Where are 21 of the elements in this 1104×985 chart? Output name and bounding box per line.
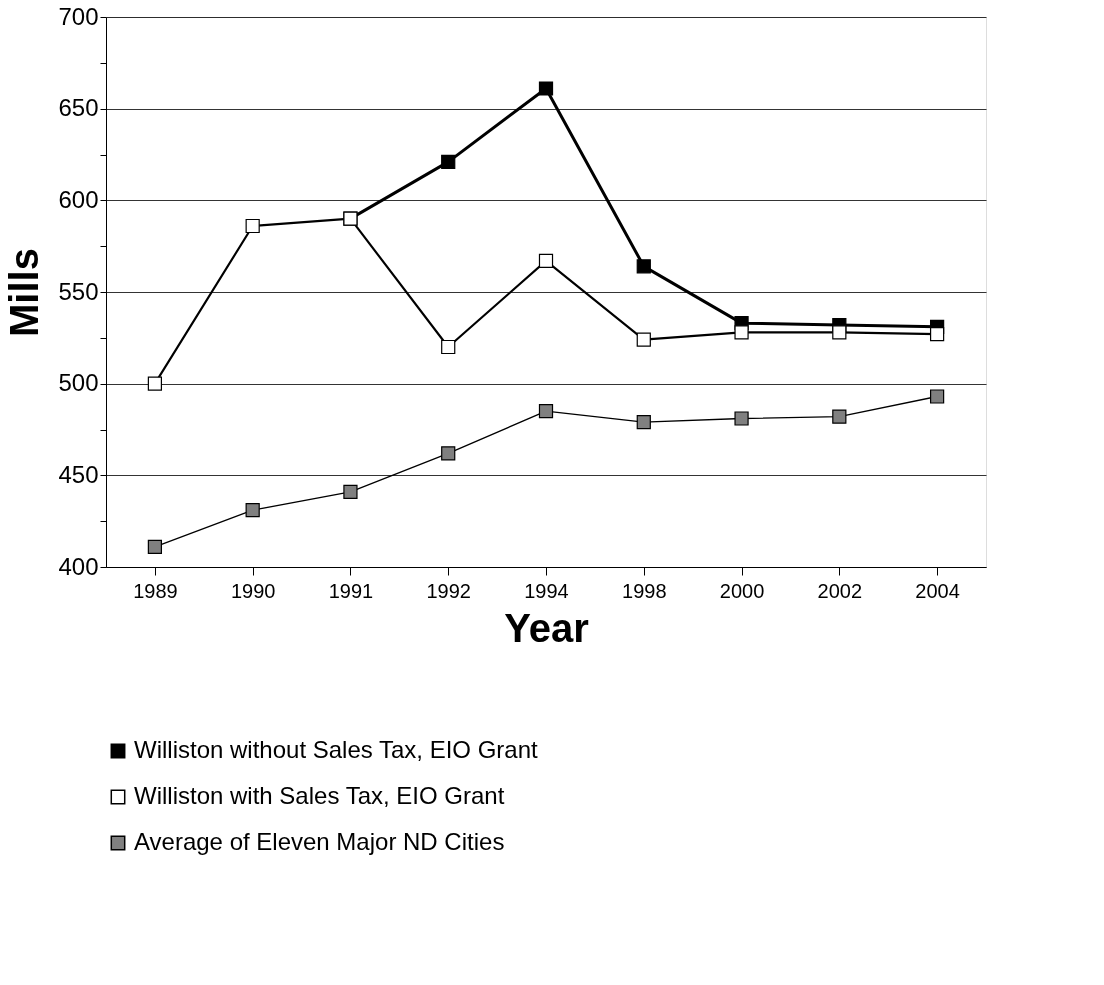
- y-tick-label: 550: [58, 277, 99, 305]
- x-tick-label: 1994: [524, 579, 569, 602]
- legend-label: Average of Eleven Major ND Cities: [134, 828, 505, 855]
- x-tick-label: 2000: [719, 579, 765, 602]
- x-tick-label: 1991: [328, 579, 374, 602]
- y-tick-label: 700: [58, 2, 99, 30]
- x-axis-title: Year: [504, 605, 589, 650]
- y-tick-label: 400: [58, 552, 99, 580]
- legend-label: Williston without Sales Tax, EIO Grant: [134, 736, 539, 763]
- x-tick-label: 1998: [622, 579, 667, 602]
- x-tick-label: 2004: [915, 579, 960, 602]
- y-axis-title: Mills: [2, 248, 47, 337]
- x-tick-label: 2002: [817, 579, 863, 602]
- y-tick-label: 650: [58, 94, 99, 122]
- y-tick-label: 450: [58, 460, 99, 488]
- x-tick-label: 1990: [230, 579, 276, 602]
- y-tick-label: 500: [58, 369, 99, 397]
- x-tick-label: 1989: [133, 579, 178, 602]
- legend-label: Williston with Sales Tax, EIO Grant: [134, 782, 505, 809]
- y-tick-label: 600: [58, 185, 99, 213]
- x-tick-label: 1992: [426, 579, 471, 602]
